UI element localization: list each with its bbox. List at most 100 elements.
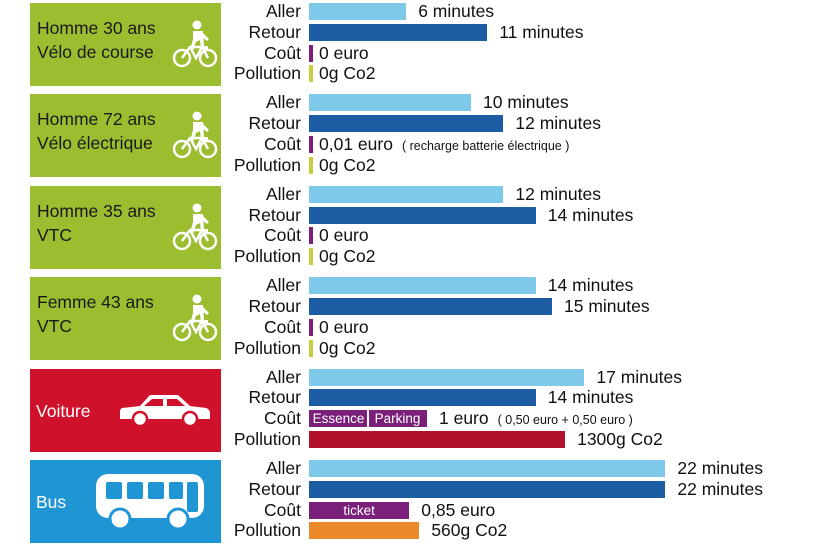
value-text: 6 minutes <box>418 1 495 21</box>
bicycle-rider-icon <box>172 20 218 68</box>
value-text: 0,85 euro <box>421 499 496 520</box>
bar-retour <box>309 115 504 133</box>
value-text: 15 minutes <box>564 296 650 316</box>
bar-aller <box>309 185 504 203</box>
group-label: Femme 43 ans VTC <box>37 290 154 338</box>
row-label-retour: Retour <box>248 21 301 42</box>
value-label-aller: 17 minutes <box>596 367 682 387</box>
value-text: 1 euro <box>439 408 489 429</box>
group-label-line: Voiture <box>36 400 91 421</box>
value-label-pollution: 0g Co2 <box>319 155 375 175</box>
value-text: 22 minutes <box>677 458 763 478</box>
bar-cout: Essence Parking <box>309 410 427 428</box>
group-panel: Bus <box>30 460 221 543</box>
value-label-retour: 12 minutes <box>515 113 601 133</box>
bar-pollution <box>309 339 313 357</box>
value-label-retour: 22 minutes <box>677 479 763 499</box>
value-text: 12 minutes <box>515 113 601 134</box>
group-panel: Voiture <box>30 368 221 452</box>
bar-aller <box>309 277 536 295</box>
value-text: 1300g Co2 <box>577 429 663 449</box>
group-label: Bus <box>36 490 66 514</box>
value-label-pollution: 1300g Co2 <box>577 429 663 449</box>
value-label-pollution: 0g Co2 <box>319 63 375 83</box>
group-label: Homme 35 ans VTC <box>37 199 156 247</box>
value-label-cout: 1 euro ( 0,50 euro + 0,50 euro ) <box>439 408 633 430</box>
value-text: 0,01 euro <box>319 134 393 154</box>
group-label: Homme 72 ans Vélo électrique <box>37 107 156 155</box>
bicycle-rider-icon <box>172 294 218 342</box>
value-text: 14 minutes <box>547 275 634 296</box>
car-icon <box>118 392 212 433</box>
bar-aller <box>309 368 585 386</box>
value-text: 0 euro <box>319 225 369 246</box>
value-text: 17 minutes <box>596 366 682 387</box>
group-panel: Femme 43 ans VTC <box>30 277 221 361</box>
value-text: 560g Co2 <box>431 520 508 541</box>
group-label-line: VTC <box>37 316 72 337</box>
group-label-line: VTC <box>37 224 72 245</box>
bar-pollution <box>309 156 313 174</box>
value-text: 11 minutes <box>499 21 584 42</box>
value-label-cout: 0 euro <box>319 225 369 245</box>
group-label-line: Vélo de course <box>37 42 154 62</box>
cost-segment: Parking <box>368 410 427 428</box>
bicycle-rider-icon <box>172 111 218 166</box>
value-text: 0 euro <box>319 42 369 63</box>
cost-segment: ticket <box>309 501 410 519</box>
row-label-aller: Aller <box>265 458 301 478</box>
value-label-aller: 14 minutes <box>548 275 634 295</box>
group-label-line: Homme 30 ans <box>37 18 156 38</box>
bar-pollution <box>309 522 420 540</box>
bicycle-rider-icon <box>172 203 218 258</box>
group-panel: Homme 72 ans Vélo électrique <box>30 94 221 178</box>
value-text: 0 euro <box>319 316 369 337</box>
bicycle-rider-icon <box>172 111 218 159</box>
row-label-retour: Retour <box>248 296 301 316</box>
value-label-aller: 10 minutes <box>483 92 569 112</box>
bar-cout <box>309 136 313 153</box>
row-label-pollution: Pollution <box>233 429 301 449</box>
group-label-line: Bus <box>36 492 67 512</box>
row-label-pollution: Pollution <box>233 63 301 84</box>
bar-aller <box>309 460 666 477</box>
value-text: 0g Co2 <box>319 337 376 358</box>
group-label-line: Homme 35 ans <box>37 200 156 221</box>
bar-cout <box>309 318 313 336</box>
row-label-pollution: Pollution <box>233 337 301 358</box>
value-text: 10 minutes <box>483 92 569 113</box>
value-label-retour: 15 minutes <box>564 296 650 316</box>
segment-separator <box>367 410 369 428</box>
value-label-cout: 0 euro <box>319 43 369 63</box>
bar-retour <box>309 389 536 407</box>
bar-pollution <box>309 248 313 266</box>
row-label-retour: Retour <box>248 204 301 225</box>
value-label-cout: 0,01 euro ( recharge batterie électrique … <box>319 134 569 156</box>
value-label-pollution: 0g Co2 <box>319 338 375 358</box>
row-label-aller: Aller <box>265 92 301 113</box>
bus-icon <box>96 474 204 531</box>
value-label-pollution: 0g Co2 <box>319 246 375 266</box>
bar-cout <box>309 227 313 245</box>
group-panel: Homme 35 ans VTC <box>30 185 221 269</box>
row-label-aller: Aller <box>265 183 301 204</box>
bus-icon <box>94 472 206 537</box>
bar-retour <box>309 206 536 224</box>
bicycle-rider-icon <box>172 203 218 251</box>
bar-aller <box>309 3 407 20</box>
bicycle-rider-icon <box>172 20 218 75</box>
cost-segment: Essence <box>309 410 368 428</box>
bar-retour <box>309 23 488 41</box>
bar-cout: ticket <box>309 501 410 519</box>
value-label-aller: 12 minutes <box>515 184 601 204</box>
value-text: 22 minutes <box>677 478 763 499</box>
value-label-retour: 14 minutes <box>548 387 634 407</box>
row-label-retour: Retour <box>248 478 301 499</box>
value-label-cout: 0,85 euro <box>421 500 495 520</box>
value-text: 14 minutes <box>547 204 634 225</box>
row-label-cout: Coût <box>264 316 301 337</box>
group-label-line: Homme 72 ans <box>37 109 156 130</box>
value-text: 0g Co2 <box>319 154 376 175</box>
value-label-retour: 14 minutes <box>548 205 634 225</box>
